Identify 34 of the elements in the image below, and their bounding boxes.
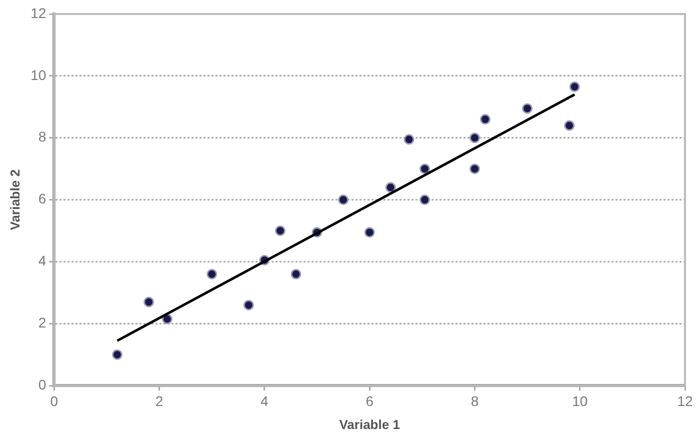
x-tick-label: 2 <box>155 392 164 409</box>
point <box>569 82 580 92</box>
y-tick-label: 0 <box>38 376 46 392</box>
point <box>480 114 490 125</box>
x-axis-title: Variable 1 <box>339 416 400 432</box>
point <box>420 194 430 206</box>
y-tick-label: 10 <box>30 66 46 83</box>
point <box>469 164 480 174</box>
point <box>144 296 154 308</box>
point <box>420 164 430 174</box>
point <box>274 226 286 236</box>
y-tick-label: 6 <box>38 190 46 207</box>
point <box>243 300 254 310</box>
x-tick-label: 0 <box>50 392 58 409</box>
x-tick-label: 6 <box>366 392 374 409</box>
point <box>206 268 218 280</box>
x-tick-label: 8 <box>470 392 479 409</box>
y-axis-title: Variable 2 <box>7 169 22 230</box>
y-tick-label: 12 <box>30 4 46 21</box>
point <box>290 268 302 280</box>
point <box>469 132 480 144</box>
x-tick-label: 10 <box>572 392 588 409</box>
point <box>112 349 123 360</box>
y-tick-label: 4 <box>38 252 46 269</box>
point <box>385 182 396 193</box>
point <box>404 134 414 145</box>
point <box>364 227 375 238</box>
x-tick-label: 4 <box>260 392 269 409</box>
y-tick-label: 8 <box>38 128 46 145</box>
x-tick-label: 12 <box>677 392 693 409</box>
point <box>338 194 349 206</box>
point <box>564 120 575 131</box>
point <box>522 103 533 114</box>
y-tick-label: 2 <box>38 314 46 331</box>
